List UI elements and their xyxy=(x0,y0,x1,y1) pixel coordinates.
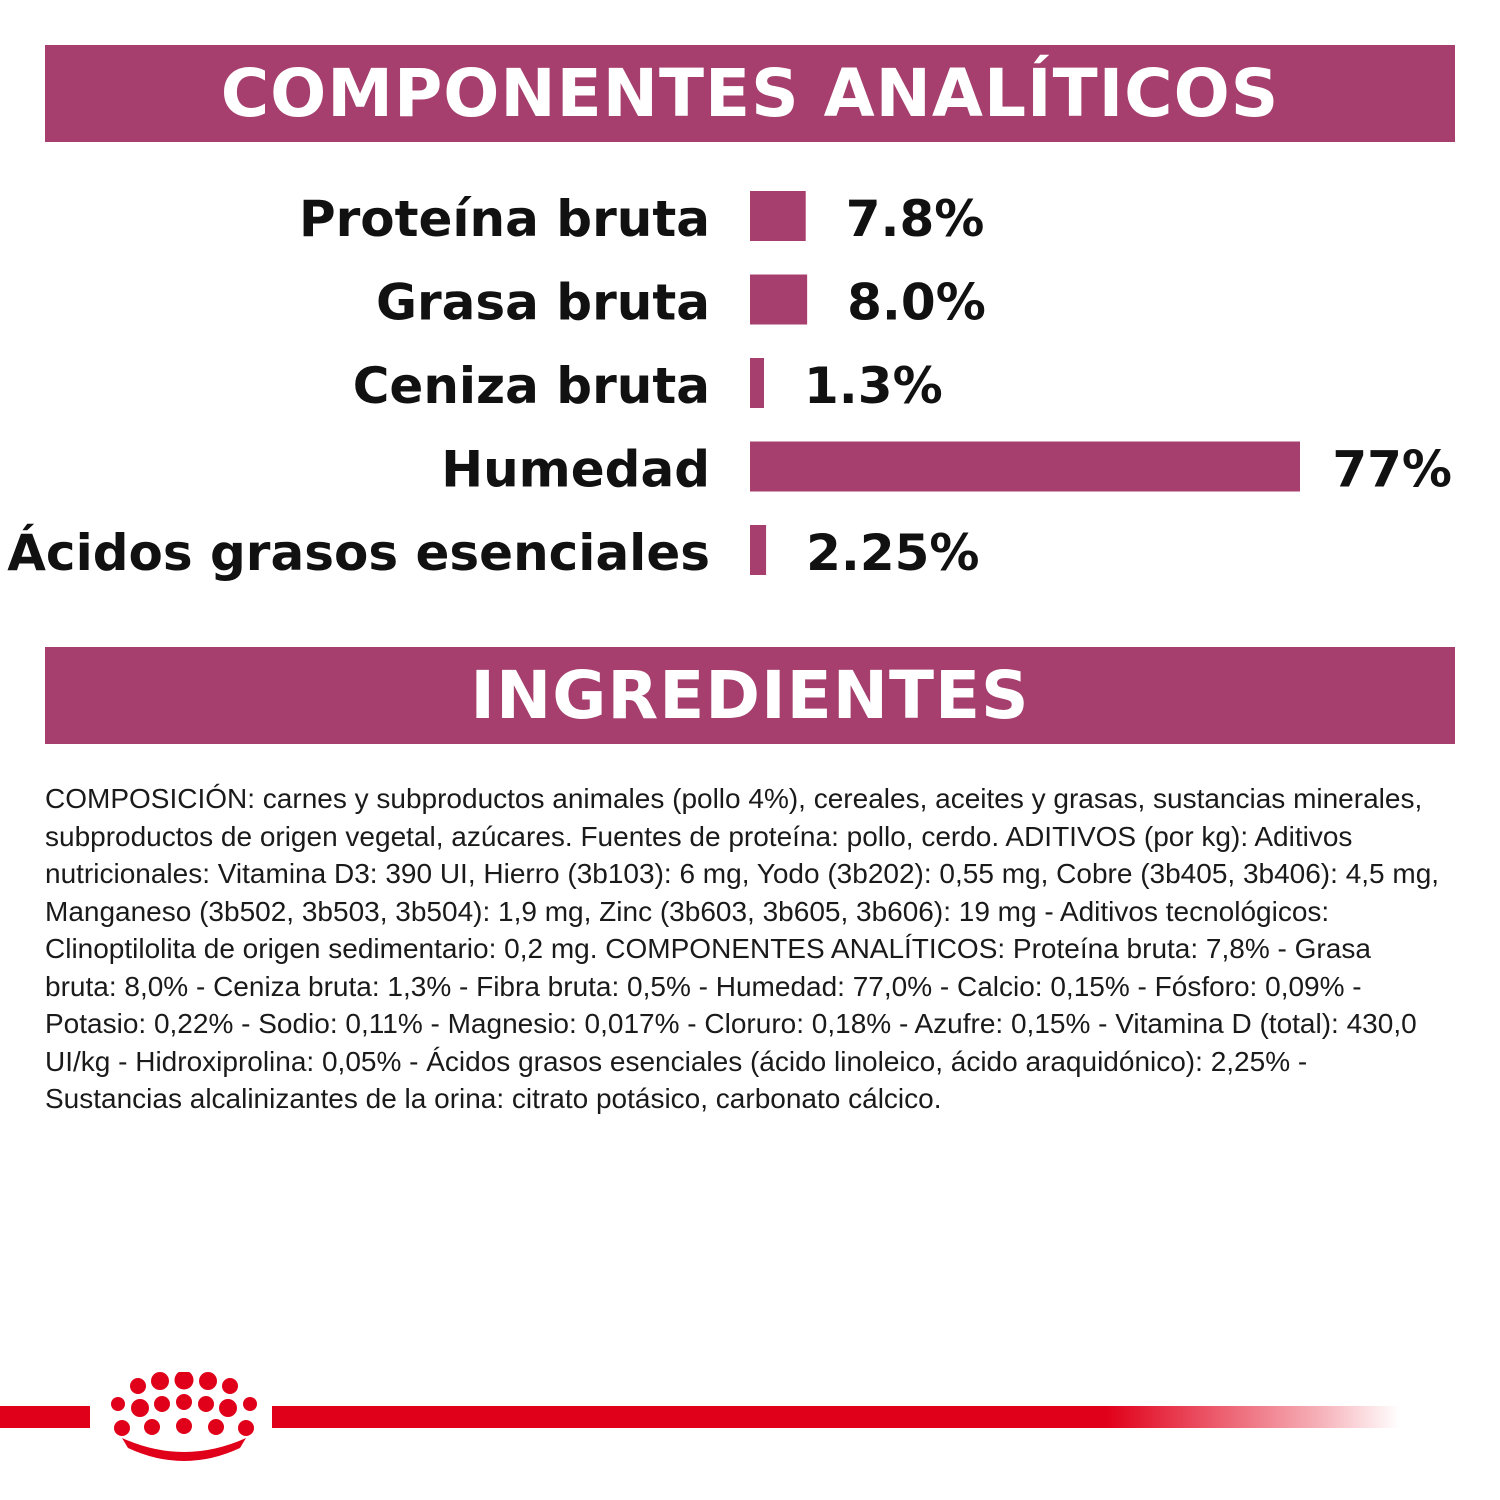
analytics-bar-chart: Proteína bruta 7.8% Grasa bruta 8.0% Ceniza … xyxy=(7,190,1452,582)
bar-value-label: 77% xyxy=(1332,441,1452,499)
bar-category-label: Grasa bruta xyxy=(376,274,710,332)
analytics-header: COMPONENTES ANALÍTICOS xyxy=(45,45,1455,142)
bar xyxy=(750,358,764,408)
bar-value-label: 7.8% xyxy=(846,190,985,248)
bar-value-label: 2.25% xyxy=(806,524,979,582)
footer-brand-line-left xyxy=(0,1406,90,1428)
bar xyxy=(750,441,1300,492)
bar xyxy=(750,191,806,241)
ingredients-header-label: INGREDIENTES xyxy=(470,657,1030,734)
analytics-header-label: COMPONENTES ANALÍTICOS xyxy=(220,55,1280,132)
ingredients-text: COMPOSICIÓN: carnes y subproductos anima… xyxy=(45,783,1440,1114)
bar-category-label: Humedad xyxy=(441,441,710,499)
bar-category-label: Proteína bruta xyxy=(299,190,710,248)
bar xyxy=(750,274,808,325)
footer-brand-line-right xyxy=(272,1406,1400,1428)
bar-value-label: 1.3% xyxy=(804,357,943,415)
bar-category-label: Ácidos grasos esenciales xyxy=(7,523,710,582)
bar-value-label: 8.0% xyxy=(847,274,986,332)
ingredients-header: INGREDIENTES xyxy=(45,647,1455,744)
royal-canin-crown-icon xyxy=(111,1372,257,1461)
bar-category-label: Ceniza bruta xyxy=(353,357,710,415)
bar xyxy=(750,525,767,575)
